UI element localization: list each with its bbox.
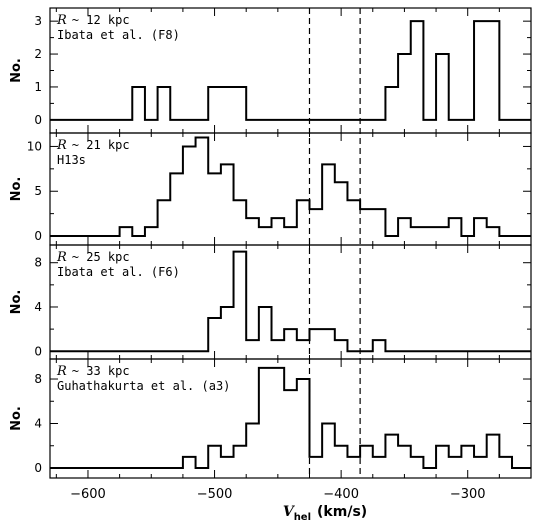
dashed-reference-lines bbox=[308, 8, 361, 478]
radius-symbol: R bbox=[56, 138, 67, 153]
y-tick-label: 1 bbox=[34, 80, 42, 94]
radius-annotation: R ~ 25 kpc bbox=[56, 250, 130, 265]
y-tick-label: 0 bbox=[34, 461, 42, 475]
radius-annotation: R ~ 33 kpc bbox=[56, 364, 130, 379]
x-tick-label: −600 bbox=[70, 487, 106, 502]
x-axis: −600 −500 −400 −300 bbox=[70, 487, 485, 502]
radius-symbol: R bbox=[56, 250, 67, 265]
y-axis-label: No. bbox=[9, 177, 24, 202]
panel-frame bbox=[49, 358, 532, 479]
y-axis-label: No. bbox=[9, 406, 24, 431]
y-tick-label: 3 bbox=[34, 14, 42, 28]
radius-annotation: R ~ 12 kpc bbox=[56, 13, 130, 28]
x-tick-label: −400 bbox=[323, 487, 359, 502]
y-tick-label: 4 bbox=[34, 300, 42, 314]
y-tick-label: 5 bbox=[34, 184, 42, 198]
radius-value: ~ 21 kpc bbox=[72, 138, 130, 152]
y-tick-label: 0 bbox=[34, 344, 42, 358]
x-axis-label-main: V bbox=[283, 504, 296, 520]
histogram-step-line bbox=[50, 20, 531, 121]
y-tick-label: 2 bbox=[34, 47, 42, 61]
x-tick-label: −300 bbox=[450, 487, 486, 502]
source-annotation: Guhathakurta et al. (a3) bbox=[57, 379, 230, 393]
y-tick-label: 0 bbox=[34, 229, 42, 243]
y-tick-label: 8 bbox=[34, 256, 42, 270]
x-axis-label-sub: hel bbox=[294, 512, 311, 523]
histogram-step-line bbox=[50, 366, 531, 469]
y-axis-label: No. bbox=[9, 290, 24, 315]
y-axis-label: No. bbox=[9, 58, 24, 83]
radius-value: ~ 12 kpc bbox=[72, 13, 130, 27]
radius-value: ~ 25 kpc bbox=[72, 250, 130, 264]
source-annotation: H13s bbox=[57, 153, 86, 167]
y-tick-label: 8 bbox=[34, 372, 42, 386]
source-annotation: Ibata et al. (F6) bbox=[57, 265, 180, 279]
histogram-step-line bbox=[50, 136, 531, 238]
x-axis-label: Vhel (km/s) bbox=[283, 504, 367, 523]
y-tick-label: 10 bbox=[27, 139, 42, 153]
radius-annotation: R ~ 21 kpc bbox=[56, 138, 130, 153]
y-tick-label: 4 bbox=[34, 417, 42, 431]
y-tick-label: 0 bbox=[34, 113, 42, 127]
radius-symbol: R bbox=[56, 364, 67, 379]
radius-value: ~ 33 kpc bbox=[72, 364, 130, 378]
radius-symbol: R bbox=[56, 13, 67, 28]
source-annotation: Ibata et al. (F8) bbox=[57, 28, 180, 42]
histogram-step-line bbox=[50, 250, 531, 353]
x-tick-label: −500 bbox=[197, 487, 233, 502]
x-axis-label-units: (km/s) bbox=[317, 504, 367, 520]
